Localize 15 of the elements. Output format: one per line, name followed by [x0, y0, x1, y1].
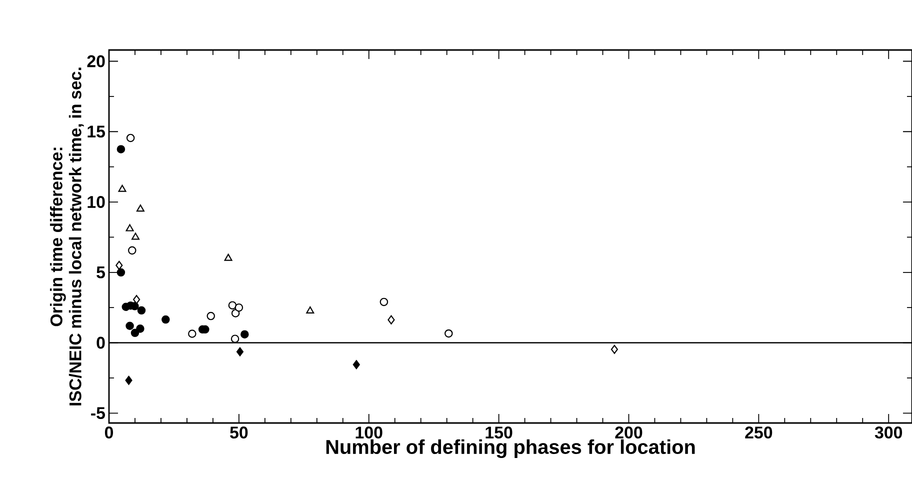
y-tick-label: 5: [96, 266, 106, 278]
x-tick-label: 150: [486, 426, 512, 439]
x-axis-title: Number of defining phases for location: [326, 439, 695, 458]
y-tick-label: 15: [88, 126, 106, 138]
x-tick-label: 300: [874, 426, 902, 439]
y-tick-label: 0: [96, 336, 105, 349]
y-tick-label: -5: [91, 407, 106, 420]
x-tick-label: 250: [745, 426, 772, 439]
y-axis-title: Origin time difference: ISC/NEIC minus local network time, in sec.: [50, 68, 84, 406]
y-tick-label: 10: [88, 196, 105, 208]
x-tick-label: 0: [104, 426, 114, 439]
y-tick-label: 20: [87, 55, 105, 68]
x-tick-label: 100: [356, 426, 382, 439]
x-tick-label: 200: [615, 426, 642, 439]
x-tick-label: 50: [230, 426, 248, 439]
